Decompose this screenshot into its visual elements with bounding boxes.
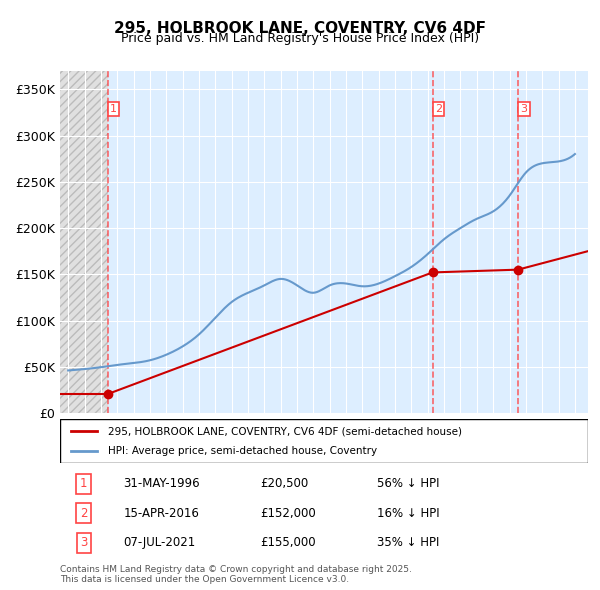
Text: 3: 3 bbox=[520, 104, 527, 114]
Text: 1: 1 bbox=[110, 104, 117, 114]
Text: 3: 3 bbox=[80, 536, 88, 549]
FancyBboxPatch shape bbox=[60, 71, 108, 413]
Text: 07-JUL-2021: 07-JUL-2021 bbox=[124, 536, 196, 549]
Text: 31-MAY-1996: 31-MAY-1996 bbox=[124, 477, 200, 490]
Text: Price paid vs. HM Land Registry's House Price Index (HPI): Price paid vs. HM Land Registry's House … bbox=[121, 32, 479, 45]
Text: 56% ↓ HPI: 56% ↓ HPI bbox=[377, 477, 439, 490]
Text: Contains HM Land Registry data © Crown copyright and database right 2025.
This d: Contains HM Land Registry data © Crown c… bbox=[60, 565, 412, 584]
Text: 1: 1 bbox=[80, 477, 88, 490]
Text: £152,000: £152,000 bbox=[260, 507, 316, 520]
Text: 2: 2 bbox=[435, 104, 442, 114]
Text: 35% ↓ HPI: 35% ↓ HPI bbox=[377, 536, 439, 549]
FancyBboxPatch shape bbox=[60, 419, 588, 463]
Text: 295, HOLBROOK LANE, COVENTRY, CV6 4DF: 295, HOLBROOK LANE, COVENTRY, CV6 4DF bbox=[114, 21, 486, 35]
Text: HPI: Average price, semi-detached house, Coventry: HPI: Average price, semi-detached house,… bbox=[107, 446, 377, 455]
Text: 16% ↓ HPI: 16% ↓ HPI bbox=[377, 507, 439, 520]
Text: £155,000: £155,000 bbox=[260, 536, 316, 549]
Text: 15-APR-2016: 15-APR-2016 bbox=[124, 507, 199, 520]
Text: £20,500: £20,500 bbox=[260, 477, 309, 490]
Text: 295, HOLBROOK LANE, COVENTRY, CV6 4DF (semi-detached house): 295, HOLBROOK LANE, COVENTRY, CV6 4DF (s… bbox=[107, 427, 461, 436]
Text: 2: 2 bbox=[80, 507, 88, 520]
